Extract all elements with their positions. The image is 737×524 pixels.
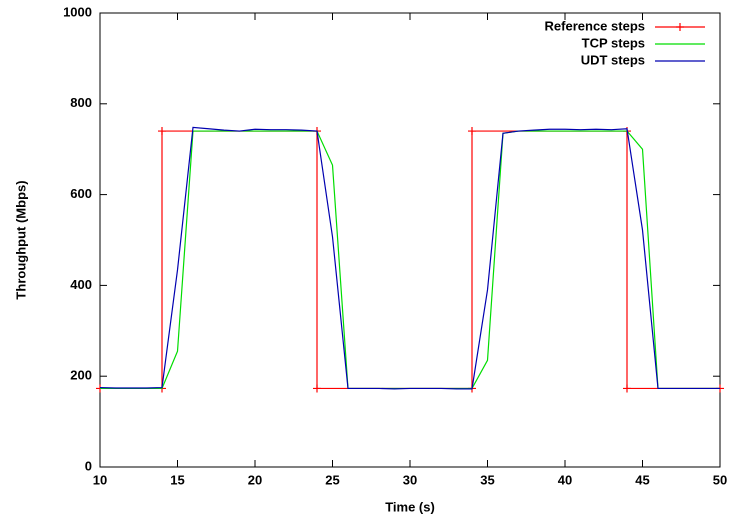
y-tick-label: 600 xyxy=(70,186,92,201)
marker xyxy=(623,384,631,393)
series-line xyxy=(100,130,720,390)
marker xyxy=(158,127,166,136)
x-axis-label: Time (s) xyxy=(385,499,435,514)
legend-label: Reference steps xyxy=(545,18,645,33)
x-tick-label: 20 xyxy=(248,472,262,487)
x-tick-label: 35 xyxy=(480,472,494,487)
x-tick-label: 45 xyxy=(635,472,649,487)
legend-label: TCP steps xyxy=(582,35,645,50)
y-axis-label: Throughput (Mbps) xyxy=(13,180,28,299)
y-tick-label: 1000 xyxy=(63,4,92,19)
marker xyxy=(468,127,476,136)
series-line xyxy=(99,126,720,390)
x-tick-label: 50 xyxy=(713,472,727,487)
x-tick-label: 40 xyxy=(558,472,572,487)
y-tick-label: 400 xyxy=(70,277,92,292)
y-tick-label: 0 xyxy=(85,458,92,473)
legend-marker xyxy=(676,23,684,31)
x-tick-label: 30 xyxy=(403,472,417,487)
legend-label: UDT steps xyxy=(581,52,645,67)
marker xyxy=(313,384,321,393)
y-tick-label: 800 xyxy=(70,95,92,110)
y-tick-label: 200 xyxy=(70,368,92,383)
x-tick-label: 15 xyxy=(170,472,184,487)
x-tick-label: 10 xyxy=(93,472,107,487)
x-tick-label: 25 xyxy=(325,472,339,487)
